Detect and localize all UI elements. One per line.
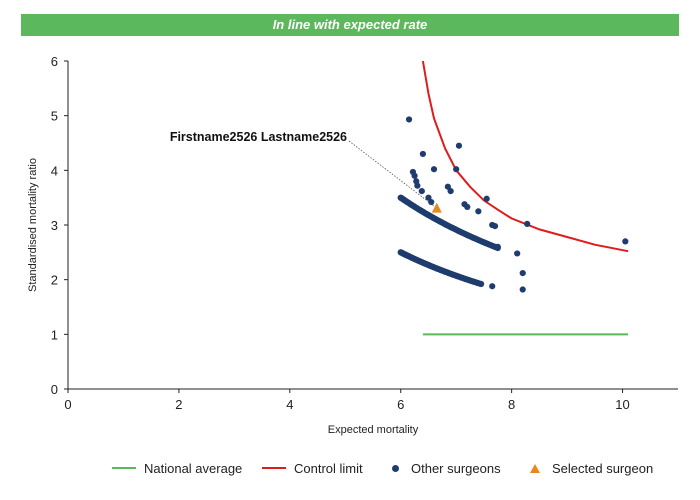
y-tick-label: 0 xyxy=(51,382,58,397)
legend-item-selected-surgeon: Selected surgeon xyxy=(526,458,653,478)
legend-label: Control limit xyxy=(294,460,363,476)
other-surgeon-point xyxy=(494,243,501,250)
other-surgeons-swatch xyxy=(392,464,399,472)
other-surgeon-point xyxy=(453,166,460,173)
other-surgeon-point xyxy=(411,172,418,179)
y-tick-label: 4 xyxy=(51,163,58,178)
selected-surgeon-annotation: Firstname2526 Lastname2526 xyxy=(170,130,347,144)
other-surgeon-point xyxy=(519,270,526,277)
control-limit-line xyxy=(421,60,629,253)
legend-item-national-average: National average xyxy=(112,458,242,478)
other-surgeon-point xyxy=(519,286,526,293)
legend-item-other-surgeons: Other surgeons xyxy=(388,458,501,478)
other-surgeon-point xyxy=(524,220,531,228)
x-tick-label: 4 xyxy=(286,397,293,412)
other-surgeon-point xyxy=(430,166,438,173)
x-tick-label: 0 xyxy=(64,397,71,412)
y-tick-label: 6 xyxy=(51,54,58,69)
other-surgeon-point xyxy=(464,203,471,211)
y-axis-label: Standardised mortality ratio xyxy=(27,158,39,292)
other-surgeon-point xyxy=(483,195,490,202)
y-tick-label: 1 xyxy=(51,327,58,342)
other-surgeon-point xyxy=(447,188,454,195)
legend-item-control-limit: Control limit xyxy=(262,458,363,478)
other-surgeon-point xyxy=(405,116,413,123)
x-tick-label: 6 xyxy=(397,397,404,412)
y-tick-label: 2 xyxy=(51,273,58,288)
legend-label: National average xyxy=(144,460,243,476)
x-tick-label: 2 xyxy=(175,397,182,412)
other-surgeon-point xyxy=(418,188,425,195)
other-surgeon-point xyxy=(478,280,485,288)
x-axis-label: Expected mortality xyxy=(328,424,419,436)
chart-title: In line with expected rate xyxy=(272,17,428,32)
annotation-leader-line xyxy=(348,140,436,207)
legend: National average Control limit Other sur… xyxy=(0,458,700,480)
other-surgeon-point xyxy=(455,142,463,149)
x-tick-label: 10 xyxy=(615,397,629,412)
national-average-swatch xyxy=(112,467,136,469)
y-tick-label: 5 xyxy=(51,109,58,124)
control-limit-swatch xyxy=(262,467,286,469)
selected-surgeon-marker xyxy=(431,202,442,213)
other-surgeon-point xyxy=(622,238,629,245)
other-surgeon-point xyxy=(475,208,482,215)
other-surgeon-point xyxy=(428,198,435,206)
other-surgeon-point xyxy=(419,150,427,158)
title-bar: In line with expected rate xyxy=(21,14,679,36)
other-surgeon-point xyxy=(489,283,496,290)
x-tick-label: 8 xyxy=(508,397,515,412)
other-surgeon-point xyxy=(491,222,499,230)
other-surgeon-point xyxy=(514,250,521,257)
legend-label: Other surgeons xyxy=(411,460,501,476)
legend-label: Selected surgeon xyxy=(552,460,654,476)
selected-surgeon-swatch xyxy=(530,463,540,473)
y-tick-label: 3 xyxy=(51,218,58,233)
other-surgeon-point xyxy=(414,182,421,189)
